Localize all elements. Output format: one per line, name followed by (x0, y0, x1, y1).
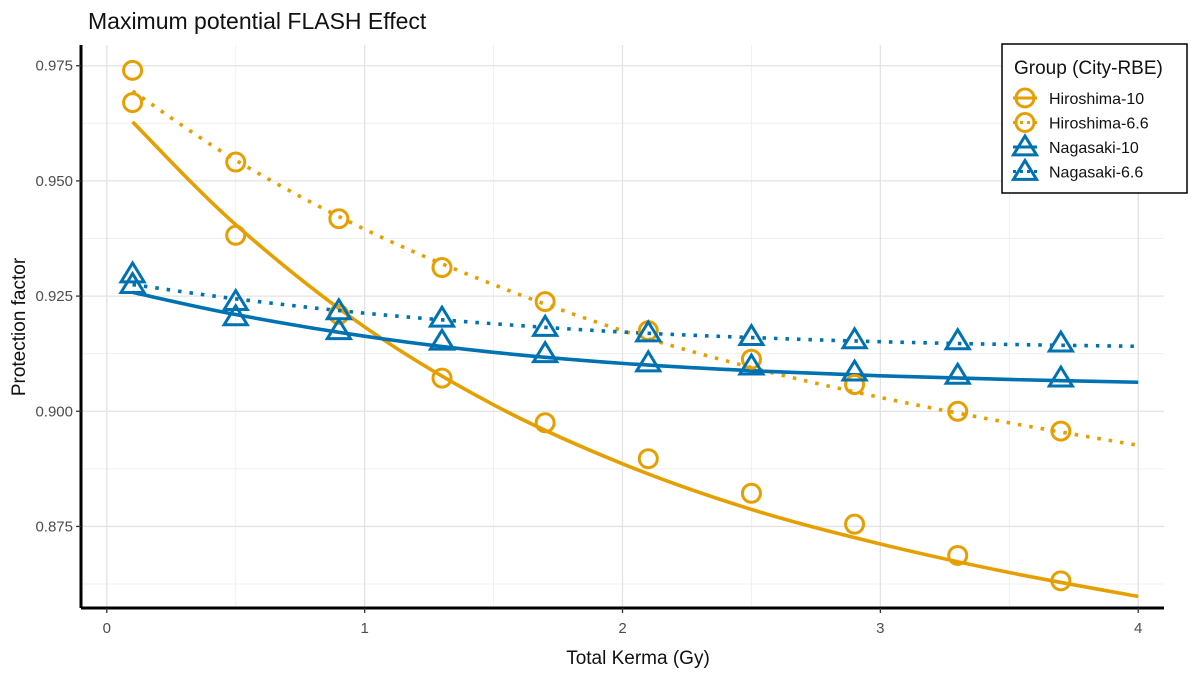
axis-ticks: 0 1 2 3 4 0.875 0.900 0.925 0.950 0.975 (35, 58, 1142, 637)
data-point-nagasaki-10 (943, 361, 972, 385)
plot-series (118, 59, 1139, 599)
legend-marker-nagasaki-6-6 (1010, 157, 1040, 181)
x-axis-title: Total Kerma (Gy) (566, 648, 710, 669)
data-point-nagasaki-6-6 (840, 325, 869, 350)
legend-marker-hiroshima-10 (1014, 87, 1036, 109)
data-point-nagasaki-10 (737, 352, 766, 376)
data-point-nagasaki-10 (324, 316, 354, 341)
legend-marker-nagasaki-10 (1010, 133, 1040, 157)
legend-label-hiroshima-6-6: Hiroshima-6.6 (1049, 116, 1149, 133)
data-point-nagasaki-6-6 (634, 319, 663, 343)
y-tick-label: 0.900 (35, 403, 73, 420)
x-tick-label: 2 (618, 620, 626, 637)
data-point-nagasaki-6-6 (943, 326, 972, 351)
x-tick-label: 1 (360, 620, 368, 637)
series-nagasaki-6-6 (118, 260, 1076, 353)
data-point-hiroshima-10 (844, 513, 866, 535)
x-tick-label: 4 (1134, 620, 1142, 637)
legend-marker-hiroshima-6-6 (1014, 112, 1036, 133)
data-point-nagasaki-10 (530, 339, 560, 364)
data-point-hiroshima-6-6 (947, 400, 969, 422)
data-point-nagasaki-6-6 (1046, 329, 1076, 353)
legend: Group (City-RBE) Hiroshima-10 Hiroshima-6… (1001, 43, 1188, 194)
legend-item-nagasaki-10: Nagasaki-10 (1010, 133, 1139, 157)
legend-item-nagasaki-6-6: Nagasaki-6.6 (1010, 157, 1143, 182)
x-tick-label: 0 (103, 620, 111, 637)
legend-item-hiroshima-6-6: Hiroshima-6.6 (1013, 112, 1149, 133)
data-point-hiroshima-6-6 (534, 291, 556, 313)
data-point-hiroshima-10 (534, 412, 556, 434)
legend-label-nagasaki-6-6: Nagasaki-6.6 (1049, 165, 1143, 182)
legend-label-nagasaki-10: Nagasaki-10 (1049, 140, 1139, 157)
data-point-hiroshima-6-6 (122, 59, 144, 81)
series-nagasaki-10 (118, 270, 1076, 388)
data-point-hiroshima-6-6 (740, 348, 762, 370)
data-point-hiroshima-10 (122, 92, 144, 114)
series-hiroshima-10 (122, 92, 1072, 592)
chart-title: Maximum potential FLASH Effect (88, 8, 427, 34)
y-tick-label: 0.875 (35, 518, 73, 535)
grid (81, 45, 1164, 608)
data-point-hiroshima-10 (740, 482, 762, 504)
data-point-hiroshima-6-6 (844, 374, 866, 396)
data-point-nagasaki-6-6 (324, 296, 354, 321)
data-point-hiroshima-6-6 (328, 208, 350, 230)
legend-title: Group (City-RBE) (1014, 58, 1163, 79)
data-point-hiroshima-10 (1050, 570, 1072, 592)
y-tick-label: 0.975 (35, 58, 73, 75)
data-point-nagasaki-6-6 (427, 304, 457, 328)
y-tick-label: 0.925 (35, 288, 73, 305)
data-point-hiroshima-6-6 (1050, 420, 1072, 442)
series-hiroshima-6-6 (122, 59, 1072, 442)
data-point-hiroshima-10 (947, 544, 969, 566)
data-point-nagasaki-6-6 (221, 287, 250, 312)
data-point-hiroshima-6-6 (431, 257, 453, 279)
x-tick-label: 3 (876, 620, 884, 637)
legend-label-hiroshima-10: Hiroshima-10 (1049, 91, 1144, 108)
fit-line-nagasaki-10 (132, 290, 1139, 385)
data-point-nagasaki-10 (840, 358, 869, 382)
y-tick-label: 0.950 (35, 173, 73, 190)
legend-item-hiroshima-10: Hiroshima-10 (1013, 87, 1144, 109)
data-point-hiroshima-6-6 (225, 151, 247, 173)
fit-line-hiroshima-10 (131, 120, 1139, 599)
data-point-nagasaki-6-6 (530, 313, 560, 337)
data-point-nagasaki-10 (1046, 364, 1076, 388)
data-point-nagasaki-10 (427, 327, 457, 351)
data-point-nagasaki-10 (634, 349, 663, 373)
y-axis-title: Protection factor (9, 257, 30, 396)
data-point-hiroshima-10 (637, 448, 659, 470)
data-point-hiroshima-10 (431, 367, 453, 389)
fit-line-nagasaki-6-6 (132, 282, 1139, 349)
data-point-hiroshima-10 (225, 224, 247, 246)
data-point-nagasaki-6-6 (118, 260, 147, 284)
fit-line-hiroshima-6-6 (131, 89, 1139, 448)
data-point-nagasaki-10 (221, 302, 250, 327)
data-point-nagasaki-6-6 (737, 322, 766, 347)
